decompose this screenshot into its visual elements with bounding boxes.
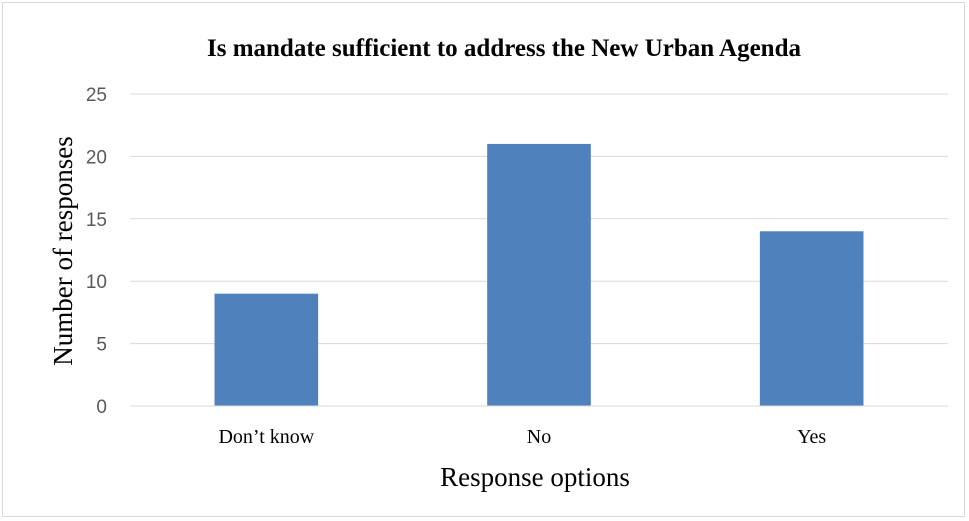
bar [487,143,591,407]
chart-title: Is mandate sufficient to address the New… [207,35,802,62]
y-tick-label: 10 [86,272,107,293]
bars [214,143,864,407]
bar [214,293,319,406]
x-tick-label: Yes [797,426,826,448]
x-axis-categories: Don’t know No Yes [218,426,826,448]
y-tick-label: 15 [86,210,107,231]
y-tick-label: 25 [86,85,107,106]
y-axis-label: Number of responses [48,136,78,365]
y-axis-ticks: 0 5 10 15 20 25 [86,85,107,418]
x-tick-label: Don’t know [218,426,314,448]
bar [759,231,864,406]
y-tick-label: 0 [96,397,107,418]
x-tick-label: No [527,426,551,448]
y-tick-label: 20 [86,147,107,168]
y-tick-label: 5 [96,335,107,356]
x-axis-label: Response options [440,462,630,492]
